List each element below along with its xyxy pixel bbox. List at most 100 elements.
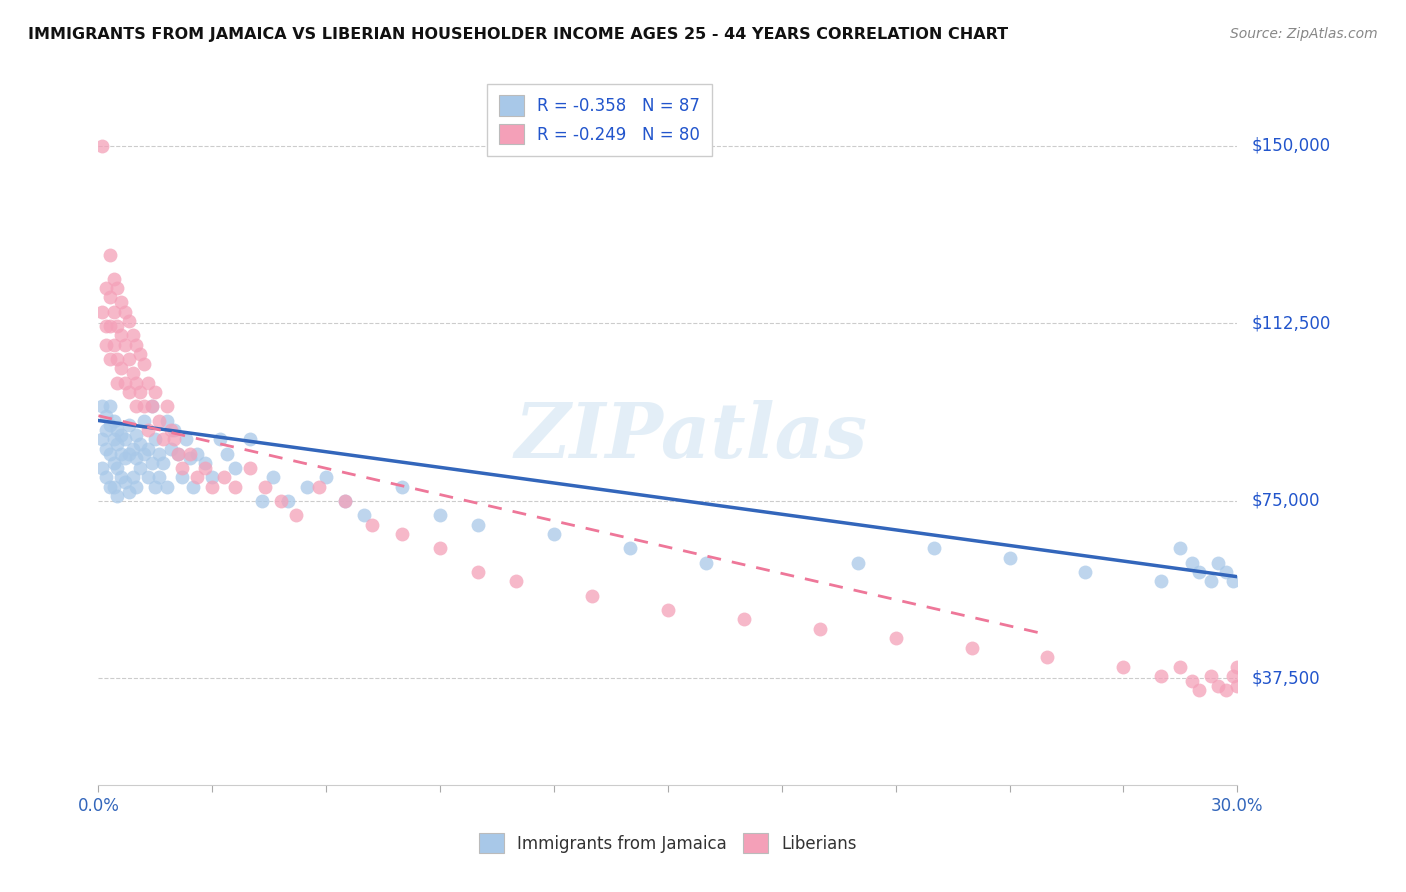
Point xyxy=(91,460,114,475)
Point xyxy=(94,281,117,295)
Point xyxy=(186,470,208,484)
Point xyxy=(212,470,235,484)
Point xyxy=(125,480,148,494)
Point xyxy=(94,442,117,456)
Point xyxy=(179,451,201,466)
Point xyxy=(467,565,489,579)
Point xyxy=(163,423,186,437)
Point xyxy=(132,413,155,427)
Point xyxy=(159,442,181,456)
Point xyxy=(114,338,136,352)
Point xyxy=(145,433,167,447)
Point xyxy=(114,433,136,447)
Point xyxy=(353,508,375,523)
Point xyxy=(129,385,152,400)
Point xyxy=(121,470,143,484)
Point xyxy=(360,517,382,532)
Point xyxy=(167,447,190,461)
Point xyxy=(148,413,170,427)
Point xyxy=(170,470,193,484)
Point xyxy=(1150,669,1173,683)
Point xyxy=(121,442,143,456)
Point xyxy=(152,433,174,447)
Point xyxy=(1170,541,1192,556)
Point xyxy=(107,376,129,390)
Point xyxy=(136,376,159,390)
Point xyxy=(132,400,155,414)
Point xyxy=(1112,659,1135,673)
Point xyxy=(114,304,136,318)
Point xyxy=(194,460,217,475)
Point xyxy=(1208,679,1230,693)
Point xyxy=(107,318,129,333)
Point xyxy=(118,484,141,499)
Point xyxy=(270,494,292,508)
Point xyxy=(94,318,117,333)
Point xyxy=(91,433,114,447)
Point xyxy=(125,427,148,442)
Point xyxy=(110,295,132,310)
Text: $37,500: $37,500 xyxy=(1251,670,1320,688)
Point xyxy=(129,460,152,475)
Point xyxy=(391,527,413,541)
Point xyxy=(315,470,337,484)
Point xyxy=(148,470,170,484)
Point xyxy=(884,632,907,646)
Point xyxy=(103,338,125,352)
Point xyxy=(152,456,174,470)
Point xyxy=(156,480,179,494)
Point xyxy=(107,460,129,475)
Point xyxy=(114,475,136,489)
Point xyxy=(217,447,239,461)
Legend: Immigrants from Jamaica, Liberians: Immigrants from Jamaica, Liberians xyxy=(472,827,863,860)
Point xyxy=(103,433,125,447)
Point xyxy=(136,442,159,456)
Point xyxy=(581,589,603,603)
Point xyxy=(118,418,141,433)
Point xyxy=(94,423,117,437)
Point xyxy=(129,437,152,451)
Point xyxy=(543,527,565,541)
Point xyxy=(103,413,125,427)
Point xyxy=(429,541,451,556)
Point xyxy=(1199,574,1222,589)
Point xyxy=(98,290,121,304)
Point xyxy=(118,385,141,400)
Point xyxy=(98,248,121,262)
Point xyxy=(998,550,1021,565)
Point xyxy=(960,640,983,655)
Point xyxy=(94,409,117,423)
Point xyxy=(121,366,143,380)
Point xyxy=(110,427,132,442)
Point xyxy=(194,456,217,470)
Point xyxy=(103,304,125,318)
Text: $112,500: $112,500 xyxy=(1251,315,1330,333)
Point xyxy=(91,139,114,153)
Point xyxy=(125,451,148,466)
Point xyxy=(103,456,125,470)
Point xyxy=(1074,565,1097,579)
Point xyxy=(98,447,121,461)
Point xyxy=(1170,659,1192,673)
Point xyxy=(141,400,163,414)
Point xyxy=(179,447,201,461)
Point xyxy=(808,622,831,636)
Point xyxy=(170,460,193,475)
Point xyxy=(103,271,125,285)
Point xyxy=(1222,669,1244,683)
Point xyxy=(239,460,262,475)
Point xyxy=(1226,679,1249,693)
Point xyxy=(103,480,125,494)
Point xyxy=(1188,565,1211,579)
Point xyxy=(156,413,179,427)
Point xyxy=(114,451,136,466)
Point xyxy=(110,470,132,484)
Point xyxy=(141,400,163,414)
Point xyxy=(1222,574,1244,589)
Point xyxy=(91,304,114,318)
Point xyxy=(429,508,451,523)
Point xyxy=(1181,673,1204,688)
Point xyxy=(619,541,641,556)
Point xyxy=(129,347,152,361)
Point xyxy=(118,447,141,461)
